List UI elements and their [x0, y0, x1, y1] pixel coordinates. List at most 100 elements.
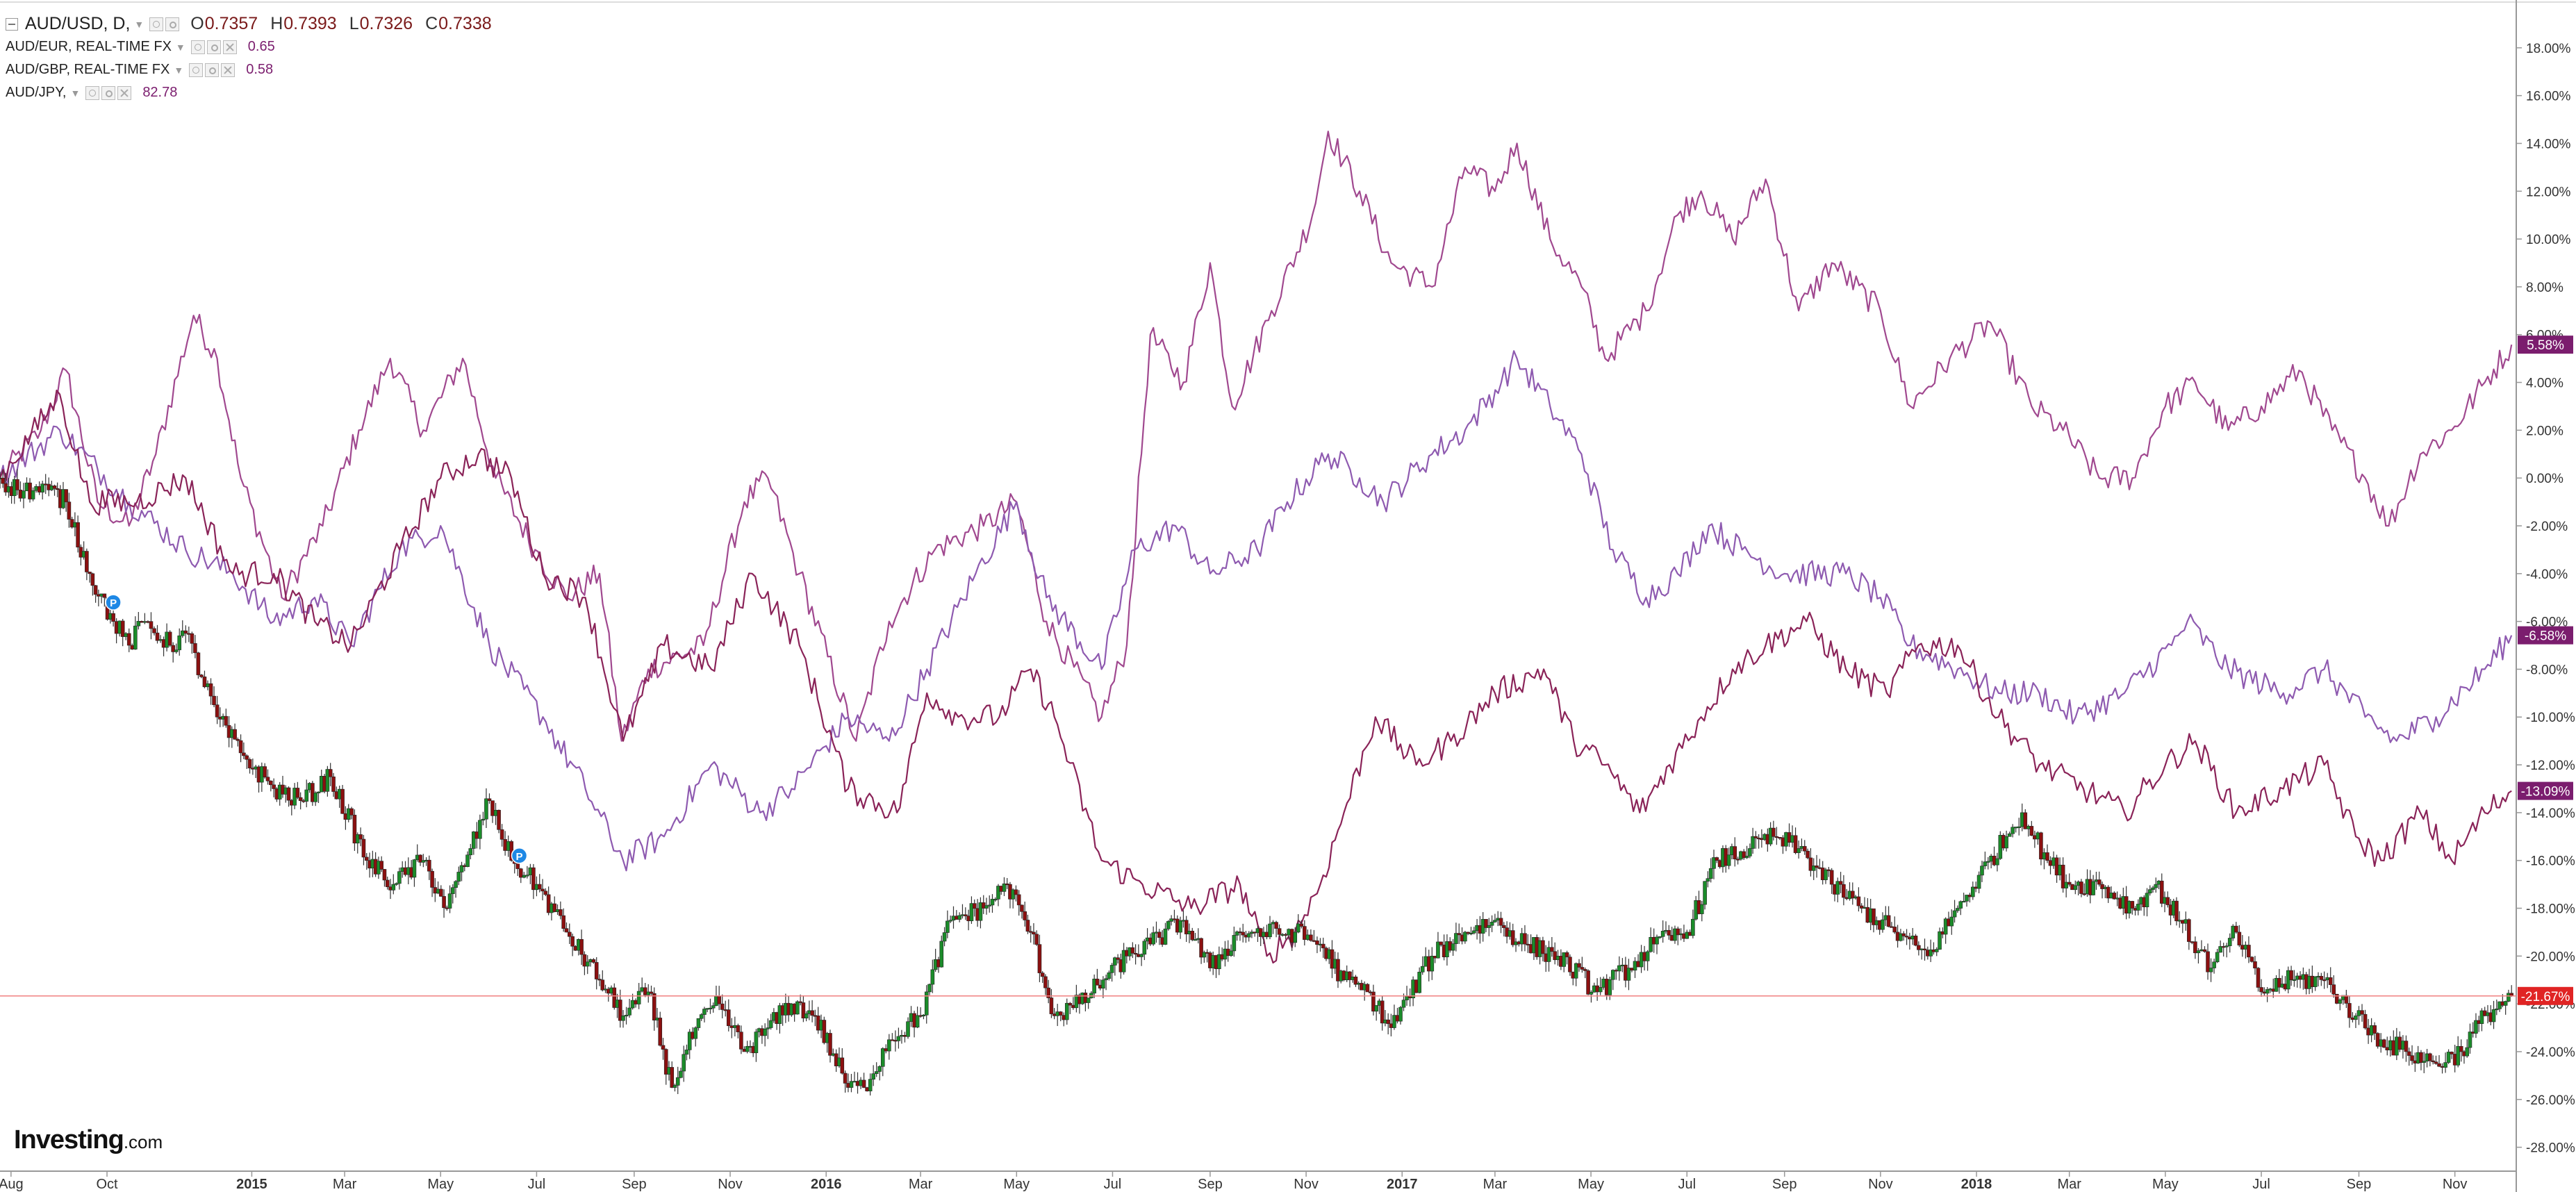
candle-body — [22, 490, 26, 499]
candle-body — [1938, 931, 1942, 950]
collapse-legend-icon[interactable] — [6, 17, 18, 31]
candle-body — [263, 766, 267, 777]
candle-body — [1658, 936, 1662, 938]
candle-body — [325, 769, 330, 792]
candle-body — [2011, 827, 2015, 834]
candle-body — [2073, 885, 2078, 891]
candle-body — [2234, 925, 2238, 933]
candle-body — [349, 808, 354, 816]
candle-body — [1371, 991, 1376, 1012]
event-marker — [511, 847, 528, 864]
candle-body — [88, 572, 92, 574]
candle-body — [1025, 920, 1030, 932]
candle-body — [682, 1054, 686, 1072]
candle-body — [269, 780, 273, 786]
candle-body — [499, 829, 504, 840]
y-tick-label: -10.00% — [2526, 711, 2575, 725]
chevron-down-icon[interactable]: ▼ — [134, 18, 145, 30]
candle-body — [1064, 1002, 1069, 1020]
candle-body — [1365, 984, 1370, 993]
candle-body — [167, 631, 172, 646]
candle-body — [1398, 1007, 1403, 1022]
candle-body — [736, 1025, 741, 1032]
close-icon[interactable] — [222, 40, 237, 54]
candle-body — [699, 1014, 704, 1019]
candle-body — [1116, 957, 1120, 960]
candle-body — [1580, 967, 1585, 970]
candle-body — [2227, 938, 2232, 946]
compare-symbol-label[interactable]: AUD/GBP, REAL-TIME FX — [6, 62, 170, 77]
candle-body — [1121, 950, 1126, 972]
gear-icon[interactable] — [205, 63, 220, 77]
candle-body — [1086, 998, 1091, 1003]
x-tick-label: Sep — [2347, 1177, 2372, 1192]
compare-symbol-label[interactable]: AUD/JPY, — [6, 85, 67, 100]
candle-body — [2159, 880, 2164, 904]
gear-icon[interactable] — [165, 17, 180, 31]
candle-body — [987, 904, 992, 907]
candle-body — [585, 961, 590, 967]
eye-icon[interactable] — [190, 40, 205, 54]
candle-body — [242, 752, 246, 756]
candle-body — [531, 867, 536, 891]
candle-body — [1113, 957, 1117, 966]
candle-body — [861, 1079, 866, 1088]
candle-body — [1232, 935, 1237, 952]
candle-body — [2338, 1000, 2343, 1004]
close-icon[interactable] — [117, 85, 132, 100]
candle-body — [708, 1007, 713, 1009]
candle-body — [1241, 932, 1245, 936]
candle-body — [2247, 945, 2251, 958]
close-icon[interactable] — [221, 63, 236, 77]
candle-body — [1037, 944, 1042, 973]
candle-body — [2151, 887, 2155, 890]
candle-body — [215, 704, 220, 718]
candle-body — [1392, 1015, 1396, 1028]
chevron-down-icon[interactable]: ▼ — [175, 41, 185, 53]
candle-body — [1014, 889, 1018, 895]
eye-icon[interactable] — [149, 17, 164, 31]
eye-icon[interactable] — [189, 63, 204, 77]
candle-body — [2334, 993, 2339, 1004]
candle-body — [2381, 1039, 2386, 1048]
candle-body — [90, 573, 95, 586]
candle-body — [1733, 846, 1737, 860]
candle-body — [582, 954, 587, 967]
chevron-down-icon[interactable]: ▼ — [174, 64, 184, 76]
candle-body — [739, 1032, 743, 1050]
candle-body — [840, 1057, 845, 1074]
candle-body — [481, 818, 486, 821]
candle-body — [1589, 992, 1594, 995]
candle-body — [2007, 833, 2012, 837]
candle-body — [948, 920, 952, 922]
candle-body — [2206, 951, 2210, 972]
gear-icon[interactable] — [206, 40, 221, 54]
candle-body — [1471, 930, 1476, 934]
candle-body — [412, 859, 417, 878]
compare-symbol-label[interactable]: AUD/EUR, REAL-TIME FX — [6, 39, 172, 54]
candle-body — [921, 1014, 926, 1017]
gear-icon[interactable] — [101, 85, 116, 100]
candle-body — [497, 809, 501, 830]
candle-body — [1430, 956, 1435, 972]
x-tick-label: May — [1003, 1177, 1030, 1192]
eye-icon[interactable] — [85, 85, 100, 100]
candle-body — [537, 884, 542, 890]
candle-body — [93, 585, 98, 595]
candle-body — [1020, 904, 1024, 912]
candle-body — [1676, 928, 1681, 936]
y-tick-label: -12.00% — [2526, 759, 2575, 773]
chevron-down-icon[interactable]: ▼ — [70, 87, 81, 99]
candle-body — [1976, 875, 1981, 889]
candle-body — [1163, 928, 1168, 945]
candle-body — [621, 1016, 625, 1021]
candle-body — [1353, 977, 1358, 985]
compare-series-tools — [190, 40, 237, 54]
candle-body — [2208, 968, 2213, 972]
candle-body — [849, 1081, 854, 1088]
main-symbol-label[interactable]: AUD/USD, D, — [25, 14, 131, 33]
candle-body — [421, 860, 426, 863]
